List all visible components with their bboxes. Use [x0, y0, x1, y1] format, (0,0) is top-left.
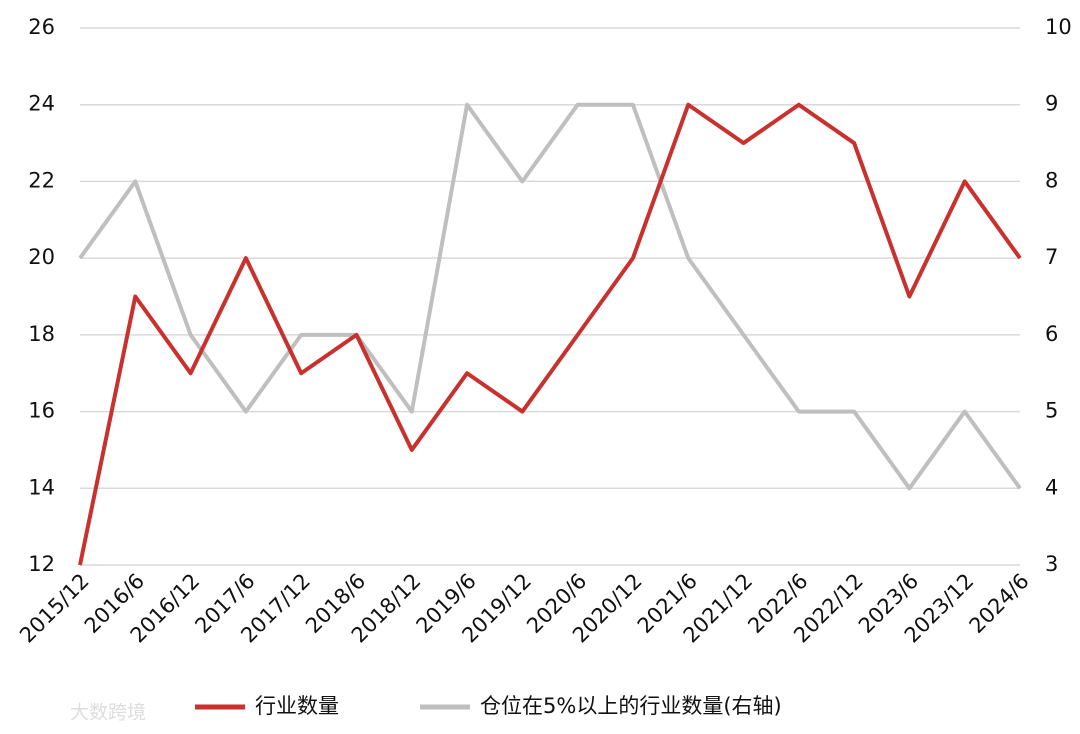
- series-line: [78, 102, 1022, 491]
- legend-label: 行业数量: [255, 694, 339, 718]
- y-tick-label: 20: [28, 245, 55, 269]
- y-tick-label: 12: [28, 552, 55, 576]
- y2-tick-label: 7: [1045, 245, 1058, 269]
- y2-tick-label: 5: [1045, 399, 1058, 423]
- watermark: 大数跨境: [70, 702, 146, 724]
- y-tick-label: 18: [28, 322, 55, 346]
- y2-tick-label: 3: [1045, 552, 1058, 576]
- y2-tick-label: 9: [1045, 92, 1058, 116]
- y-tick-label: 24: [28, 92, 55, 116]
- x-tick-label: 2024/6: [965, 569, 1034, 638]
- legend-label: 仓位在5%以上的行业数量(右轴): [480, 694, 782, 718]
- y2-tick-label: 6: [1045, 322, 1058, 346]
- y-tick-label: 26: [28, 15, 55, 39]
- series-line: [78, 102, 1022, 566]
- x-tick-label: 2015/12: [15, 569, 94, 648]
- y-tick-label: 14: [28, 475, 55, 499]
- y-tick-label: 16: [28, 399, 55, 423]
- y2-tick-label: 10: [1045, 15, 1072, 39]
- y-tick-label: 22: [28, 168, 55, 192]
- y2-tick-label: 4: [1045, 475, 1058, 499]
- y2-tick-label: 8: [1045, 168, 1058, 192]
